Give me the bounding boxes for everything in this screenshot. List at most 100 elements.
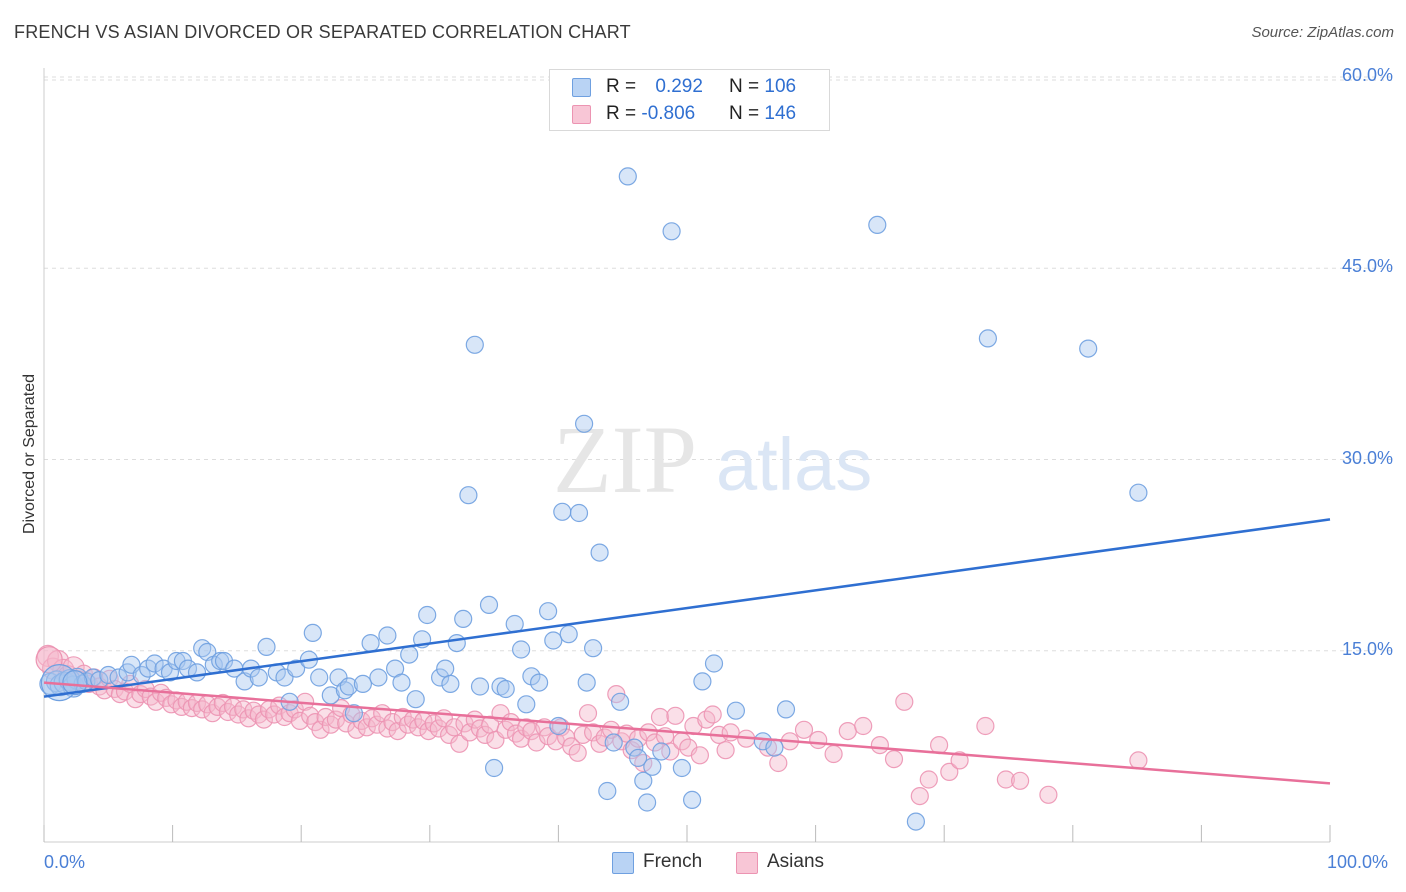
french-point <box>652 742 671 761</box>
asians-point <box>721 723 740 742</box>
french-point <box>214 651 234 671</box>
bottom-asians-label: Asians <box>767 851 825 872</box>
french-point <box>1129 483 1148 502</box>
legend-french-r-label: R = <box>606 76 642 97</box>
asians-point <box>996 770 1016 789</box>
x-tick-label-100: 100.0% <box>1327 852 1389 872</box>
asians-point <box>229 705 248 724</box>
french-point <box>704 654 724 673</box>
french-point <box>610 692 630 711</box>
asians-trend-line <box>43 681 1331 785</box>
watermark-atlas: atlas <box>716 423 872 506</box>
french-point <box>553 502 572 521</box>
french-point <box>339 677 358 696</box>
asians-point <box>424 714 443 733</box>
asians-point <box>884 749 904 769</box>
french-point <box>479 595 499 615</box>
asians-point <box>193 700 212 719</box>
x-tick-label-0: 0.0% <box>44 852 86 872</box>
asians-point <box>809 730 828 750</box>
asians-point <box>1129 751 1148 770</box>
french-point <box>145 654 164 673</box>
bottom-french-swatch <box>612 852 634 874</box>
french-point <box>249 668 268 687</box>
asians-point <box>368 715 387 734</box>
asians-point <box>666 706 685 725</box>
gridlines <box>44 76 1392 652</box>
asians-point <box>388 721 407 741</box>
french-point <box>574 414 594 433</box>
legend-asians-n-value: 146 <box>764 103 797 124</box>
french-point <box>361 633 380 653</box>
chart-title: FRENCH VS ASIAN DIVORCED OR SEPARATED CO… <box>14 22 631 42</box>
french-point <box>868 215 887 234</box>
asians-point <box>854 716 873 736</box>
asians-point <box>429 719 448 738</box>
asians-point <box>895 692 914 711</box>
french-point <box>187 663 207 682</box>
french-point <box>441 674 460 694</box>
asians-point <box>357 718 376 737</box>
french-point <box>549 716 568 736</box>
asians-point <box>794 720 814 739</box>
asians-point <box>716 741 735 760</box>
french-point <box>906 812 926 831</box>
legend-french-n: N = 106 <box>729 76 796 98</box>
legend-french-r-value: 0.292 <box>655 76 703 97</box>
bottom-french-label: French <box>643 851 703 872</box>
french-point <box>310 668 329 687</box>
asians-point <box>634 753 653 773</box>
asians-point <box>383 712 402 732</box>
french-point <box>470 677 490 696</box>
asians-point <box>703 705 722 724</box>
french-point <box>62 670 88 696</box>
french-point <box>287 659 306 678</box>
french-point <box>303 623 322 643</box>
asians-point <box>910 786 929 806</box>
french-point <box>726 701 746 720</box>
asians-point <box>838 721 857 741</box>
french-point <box>618 167 637 186</box>
legend-asians-n: N = 146 <box>729 103 796 125</box>
asians-point <box>940 762 959 782</box>
legend-french-n-value: 106 <box>764 76 797 97</box>
french-point <box>431 668 450 687</box>
french-point <box>400 645 419 664</box>
asians-point <box>254 710 273 729</box>
french-point <box>625 738 644 757</box>
source-label: Source: ZipAtlas.com <box>1251 24 1394 41</box>
french-point <box>436 659 455 678</box>
asians-point <box>213 693 232 713</box>
french-point <box>598 781 617 801</box>
french-point <box>378 626 397 645</box>
legend-french-r: R = 0.292 <box>606 76 703 98</box>
french-point <box>517 695 536 714</box>
asians-point <box>511 729 531 748</box>
trend-lines <box>43 518 1331 785</box>
french-point <box>569 503 589 523</box>
french-point <box>406 690 425 709</box>
asians-point <box>568 743 587 762</box>
asians-point <box>527 733 546 752</box>
y-tick-label-45: 45.0% <box>1341 256 1393 277</box>
french-point <box>511 640 531 659</box>
asians-point <box>476 725 495 745</box>
asians-point <box>146 692 165 711</box>
legend-asians-n-label: N = <box>729 103 765 124</box>
asians-point <box>870 735 890 755</box>
french-point <box>353 674 372 694</box>
french-trend-line <box>43 518 1331 698</box>
french-point <box>559 625 578 644</box>
french-point <box>1079 339 1098 358</box>
french-point <box>459 486 478 505</box>
french-points <box>39 167 1148 831</box>
legend: R = 0.292 N = 106 R = -0.806 N = 146 <box>549 69 830 131</box>
legend-asians-r-label: R = <box>606 103 642 124</box>
asians-point <box>1039 785 1058 804</box>
french-point <box>693 672 712 691</box>
y-tick-label-60: 60.0% <box>1341 65 1393 85</box>
french-point <box>392 673 411 692</box>
french-point <box>160 663 180 682</box>
french-point <box>496 679 515 699</box>
